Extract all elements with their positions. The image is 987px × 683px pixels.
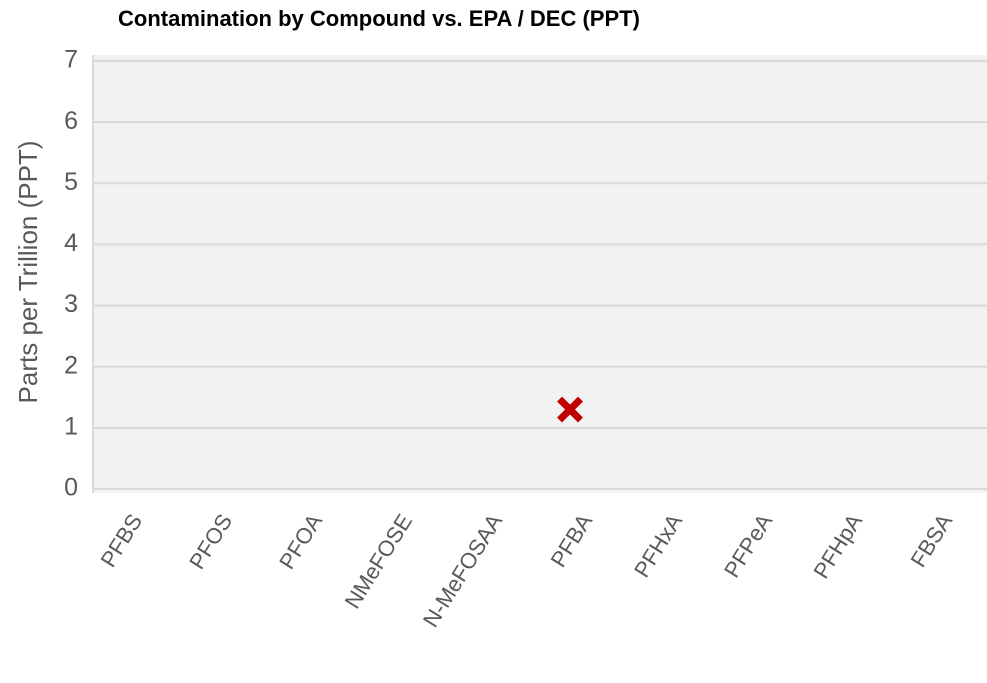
y-tick-label: 1 bbox=[64, 412, 78, 440]
x-tick-label: PFPeA bbox=[719, 509, 777, 582]
x-tick-label: PFHxA bbox=[629, 509, 687, 582]
y-tick-label: 4 bbox=[64, 229, 78, 257]
x-tick-label: PFOA bbox=[274, 509, 327, 573]
y-tick-label: 5 bbox=[64, 168, 78, 196]
x-tick-label: FBSA bbox=[906, 509, 958, 571]
x-tick-label: N-MeFOSAA bbox=[418, 509, 507, 631]
x-tick-label: NMeFOSE bbox=[340, 509, 418, 612]
y-tick-label: 6 bbox=[64, 107, 78, 135]
y-axis-label: Parts per Trillion (PPT) bbox=[13, 141, 43, 404]
y-tick-label: 7 bbox=[64, 46, 78, 74]
y-tick-label: 3 bbox=[64, 290, 78, 318]
y-tick-label: 2 bbox=[64, 351, 78, 379]
x-tick-label: PFBS bbox=[96, 509, 148, 571]
marker bbox=[557, 396, 583, 423]
x-tick-label: PFHpA bbox=[808, 509, 867, 583]
x-tick-label: PFOS bbox=[184, 509, 237, 573]
plot-area bbox=[93, 55, 987, 493]
chart-title: Contamination by Compound vs. EPA / DEC … bbox=[118, 6, 640, 31]
x-tick-label: PFBA bbox=[546, 509, 598, 571]
y-tick-label: 0 bbox=[64, 474, 78, 502]
